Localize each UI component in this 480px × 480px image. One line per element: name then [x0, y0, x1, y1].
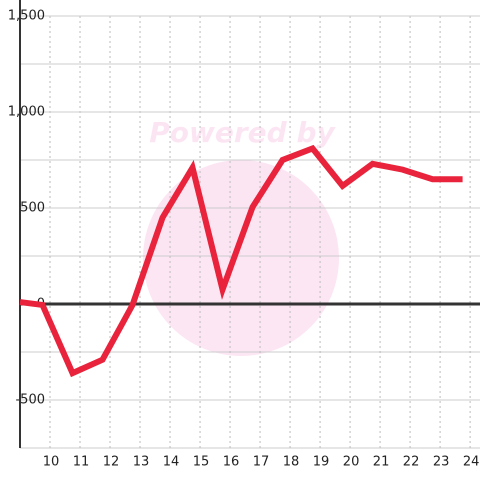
- y-tick-label: 1,000: [8, 105, 45, 120]
- grid: [20, 15, 480, 449]
- x-tick-label: 22: [403, 455, 420, 470]
- x-tick-label: 12: [103, 455, 120, 470]
- x-tick-label: 20: [343, 455, 360, 470]
- x-tick-label: 13: [133, 455, 150, 470]
- y-tick-label: -500: [15, 393, 45, 408]
- x-tick-label: 18: [283, 455, 300, 470]
- x-tick-label: 24: [463, 455, 480, 470]
- x-tick-label: 11: [73, 455, 90, 470]
- x-tick-label: 15: [193, 455, 210, 470]
- watermark-circle: [143, 160, 339, 356]
- x-tick-label: 23: [433, 455, 450, 470]
- x-tick-label: 17: [253, 455, 270, 470]
- y-tick-label: 500: [20, 201, 45, 216]
- watermark-text: Powered by: [149, 116, 336, 149]
- x-tick-label: 16: [223, 455, 240, 470]
- x-tick-label: 21: [373, 455, 390, 470]
- x-tick-label: 14: [163, 455, 180, 470]
- y-tick-label: 1,500: [8, 9, 45, 24]
- x-tick-label: 10: [43, 455, 60, 470]
- x-tick-label: 19: [313, 455, 330, 470]
- data-line: [19, 144, 463, 378]
